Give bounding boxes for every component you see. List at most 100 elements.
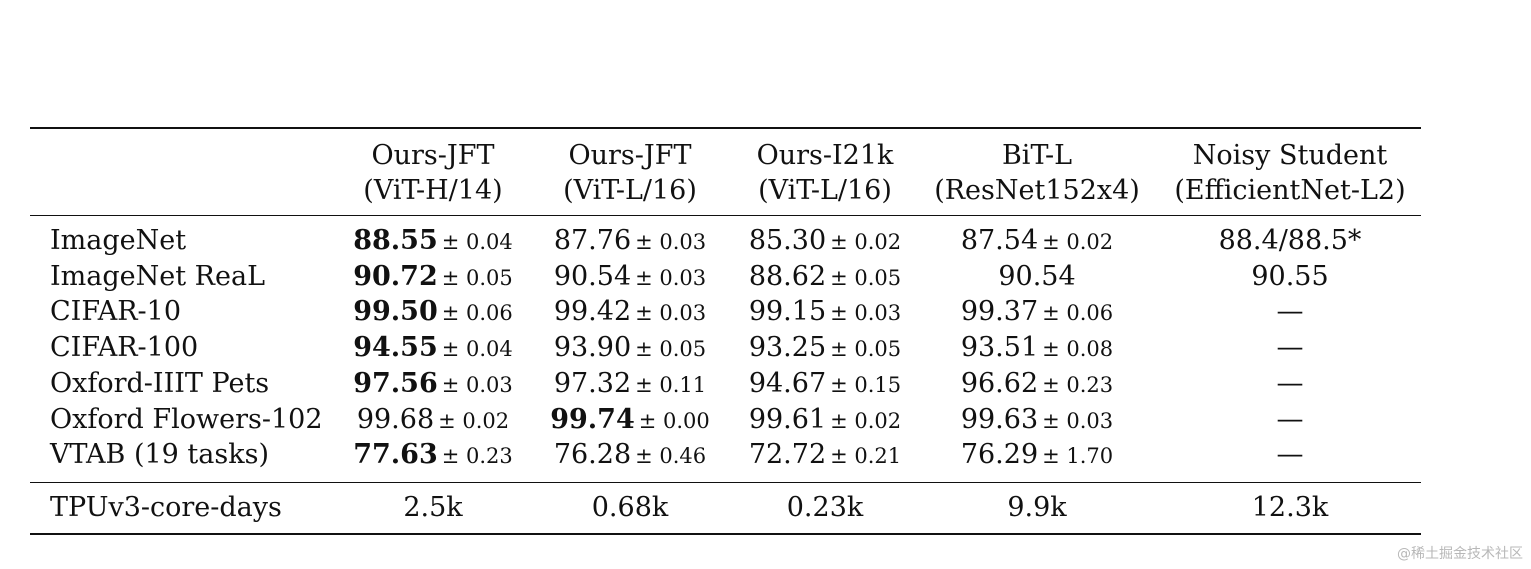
result-cell: — bbox=[1160, 366, 1420, 402]
score-value: 76.28 bbox=[553, 439, 632, 470]
table-row: ImageNet ReaL 90.72 ± 0.05 90.54 ± 0.03 88.62… bbox=[0, 259, 1531, 295]
column-header-model: Ours-JFT bbox=[371, 140, 495, 171]
result-cell: 88.4/88.5* bbox=[1160, 223, 1420, 259]
score-value: 99.50 bbox=[353, 296, 438, 327]
result-cell: 87.54 ± 0.02 bbox=[907, 223, 1167, 259]
result-cell: 76.29 ± 1.70 bbox=[907, 437, 1167, 473]
score-std: ± 0.46 bbox=[635, 444, 707, 468]
result-cell: 99.50 ± 0.06 bbox=[303, 294, 563, 330]
result-cell: 77.63 ± 0.23 bbox=[303, 437, 563, 473]
score-value: — bbox=[1276, 332, 1304, 363]
score-std: ± 1.70 bbox=[1042, 444, 1114, 468]
column-header-model: Ours-JFT bbox=[568, 140, 692, 171]
column-header: Ours-I21k (ViT-L/16) bbox=[695, 138, 955, 208]
column-header-arch: (ResNet152x4) bbox=[934, 175, 1140, 206]
score-value: 88.62 bbox=[748, 261, 827, 292]
score-std: ± 0.06 bbox=[441, 301, 513, 325]
score-std: ± 0.23 bbox=[1042, 373, 1114, 397]
table-row: CIFAR-100 94.55 ± 0.04 93.90 ± 0.05 93.25 ± 0.… bbox=[0, 330, 1531, 366]
result-cell: 97.32 ± 0.11 bbox=[500, 366, 760, 402]
score-value: 94.55 bbox=[353, 332, 438, 363]
column-header-arch: (ViT-H/14) bbox=[363, 175, 503, 206]
result-cell: 90.54 bbox=[907, 259, 1167, 295]
row-label: VTAB (19 tasks) bbox=[50, 439, 269, 470]
score-value: 93.90 bbox=[553, 332, 632, 363]
score-value: — bbox=[1276, 296, 1304, 327]
score-value: 99.74 bbox=[550, 404, 635, 435]
score-std: ± 0.04 bbox=[441, 230, 513, 254]
score-value: 97.56 bbox=[353, 368, 438, 399]
row-label: TPUv3-core-days bbox=[50, 492, 282, 523]
row-label: CIFAR-100 bbox=[50, 332, 199, 363]
result-cell: — bbox=[1160, 330, 1420, 366]
score-value: 99.37 bbox=[960, 296, 1039, 327]
header-rule bbox=[30, 215, 1421, 216]
table-bottom-rule bbox=[30, 533, 1421, 535]
score-value: — bbox=[1276, 368, 1304, 399]
score-value: 94.67 bbox=[748, 368, 827, 399]
table-row: VTAB (19 tasks) 77.63 ± 0.23 76.28 ± 0.46 72.… bbox=[0, 437, 1531, 473]
score-std: ± 0.02 bbox=[438, 409, 510, 433]
score-std: ± 0.08 bbox=[1042, 337, 1114, 361]
score-std: ± 0.05 bbox=[830, 337, 902, 361]
column-header: Ours-JFT (ViT-H/14) bbox=[303, 138, 563, 208]
row-label: Oxford-IIIT Pets bbox=[50, 368, 270, 399]
column-header-model: BiT-L bbox=[1001, 140, 1073, 171]
score-std: ± 0.02 bbox=[830, 409, 902, 433]
score-value: 85.30 bbox=[748, 225, 827, 256]
score-value: 93.25 bbox=[748, 332, 827, 363]
score-std: ± 0.02 bbox=[830, 230, 902, 254]
score-value: 87.54 bbox=[960, 225, 1039, 256]
table-row: CIFAR-10 99.50 ± 0.06 99.42 ± 0.03 99.15 ± 0.0… bbox=[0, 294, 1531, 330]
score-std: ± 0.04 bbox=[441, 337, 513, 361]
result-cell: 85.30 ± 0.02 bbox=[695, 223, 955, 259]
score-value: — bbox=[1276, 439, 1304, 470]
result-cell: 93.25 ± 0.05 bbox=[695, 330, 955, 366]
score-value: 97.32 bbox=[553, 368, 632, 399]
result-cell: — bbox=[1160, 437, 1420, 473]
score-std: ± 0.11 bbox=[635, 373, 707, 397]
score-std: ± 0.03 bbox=[441, 373, 513, 397]
result-cell: — bbox=[1160, 294, 1420, 330]
score-value: 72.72 bbox=[748, 439, 827, 470]
compute-cell: 0.68k bbox=[591, 492, 669, 523]
column-header-arch: (ViT-L/16) bbox=[758, 175, 892, 206]
score-value: 99.15 bbox=[748, 296, 827, 327]
score-value: 96.62 bbox=[960, 368, 1039, 399]
score-std: ± 0.03 bbox=[830, 301, 902, 325]
score-value: — bbox=[1276, 404, 1304, 435]
table-top-rule bbox=[30, 127, 1421, 129]
table-row: Oxford-IIIT Pets 97.56 ± 0.03 97.32 ± 0.11 94… bbox=[0, 366, 1531, 402]
score-value: 99.63 bbox=[960, 404, 1039, 435]
result-cell: 88.55 ± 0.04 bbox=[303, 223, 563, 259]
result-cell: 93.51 ± 0.08 bbox=[907, 330, 1167, 366]
result-cell: 72.72 ± 0.21 bbox=[695, 437, 955, 473]
score-std: ± 0.03 bbox=[1042, 409, 1114, 433]
score-value: 77.63 bbox=[353, 439, 438, 470]
score-value: 99.68 bbox=[356, 404, 435, 435]
result-cell: 99.42 ± 0.03 bbox=[500, 294, 760, 330]
score-std: ± 0.02 bbox=[1042, 230, 1114, 254]
score-value: 90.55 bbox=[1251, 261, 1329, 292]
score-value: 99.42 bbox=[553, 296, 632, 327]
column-header: Noisy Student (EfficientNet-L2) bbox=[1160, 138, 1420, 208]
result-cell: 99.63 ± 0.03 bbox=[907, 402, 1167, 438]
score-std: ± 0.03 bbox=[635, 266, 707, 290]
score-value: 99.61 bbox=[748, 404, 827, 435]
row-label: ImageNet bbox=[50, 225, 187, 256]
score-std: ± 0.21 bbox=[830, 444, 902, 468]
score-std: ± 0.05 bbox=[830, 266, 902, 290]
compute-cell: 0.23k bbox=[786, 492, 864, 523]
result-cell: 76.28 ± 0.46 bbox=[500, 437, 760, 473]
score-value: 90.54 bbox=[553, 261, 632, 292]
result-cell: 87.76 ± 0.03 bbox=[500, 223, 760, 259]
compute-cell: 2.5k bbox=[403, 492, 463, 523]
score-std: ± 0.00 bbox=[638, 409, 710, 433]
score-value: 90.54 bbox=[998, 261, 1076, 292]
compute-cell: 9.9k bbox=[1007, 492, 1067, 523]
score-std: ± 0.05 bbox=[441, 266, 513, 290]
result-cell: 99.61 ± 0.02 bbox=[695, 402, 955, 438]
score-value: 90.72 bbox=[353, 261, 438, 292]
result-cell: 97.56 ± 0.03 bbox=[303, 366, 563, 402]
score-value: 93.51 bbox=[960, 332, 1039, 363]
